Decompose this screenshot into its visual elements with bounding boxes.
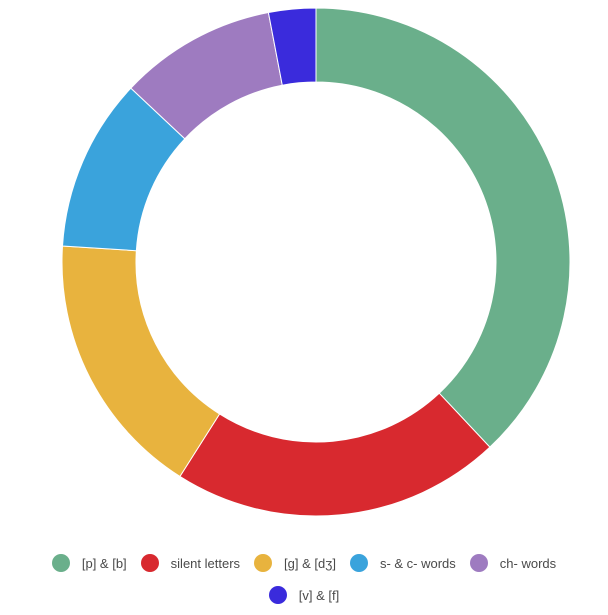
- donut-plot: [61, 7, 571, 517]
- legend-swatch: [268, 586, 287, 604]
- donut-slice-5[interactable]: [267, 7, 317, 86]
- legend-label: s- & c- words: [379, 555, 456, 571]
- legend-item-p-b[interactable]: [p] & [b]: [51, 554, 127, 572]
- donut-slice-1[interactable]: [179, 392, 491, 517]
- legend-item-v-f[interactable]: [v] & [f]: [268, 586, 340, 604]
- legend-swatch: [51, 554, 70, 572]
- donut-slice-0[interactable]: [315, 7, 571, 448]
- legend-swatch: [469, 554, 488, 572]
- legend-label: [p] & [b]: [81, 555, 127, 571]
- legend: [p] & [b] silent letters [g] & [dʒ] s- &…: [0, 552, 608, 574]
- legend-item-g-dz[interactable]: [g] & [dʒ]: [254, 554, 336, 572]
- legend-second-row: [v] & [f]: [0, 584, 608, 606]
- legend-label: [g] & [dʒ]: [284, 555, 336, 571]
- legend-item-silent-letters[interactable]: silent letters: [140, 554, 241, 572]
- legend-swatch: [254, 554, 273, 572]
- legend-item-ch-words[interactable]: ch- words: [469, 554, 557, 572]
- legend-label: [v] & [f]: [298, 587, 340, 603]
- legend-label: ch- words: [499, 555, 557, 571]
- legend-item-s-c-words[interactable]: s- & c- words: [349, 554, 456, 572]
- donut-slice-2[interactable]: [61, 245, 221, 478]
- legend-label: silent letters: [170, 555, 241, 571]
- legend-swatch: [349, 554, 368, 572]
- legend-swatch: [140, 554, 159, 572]
